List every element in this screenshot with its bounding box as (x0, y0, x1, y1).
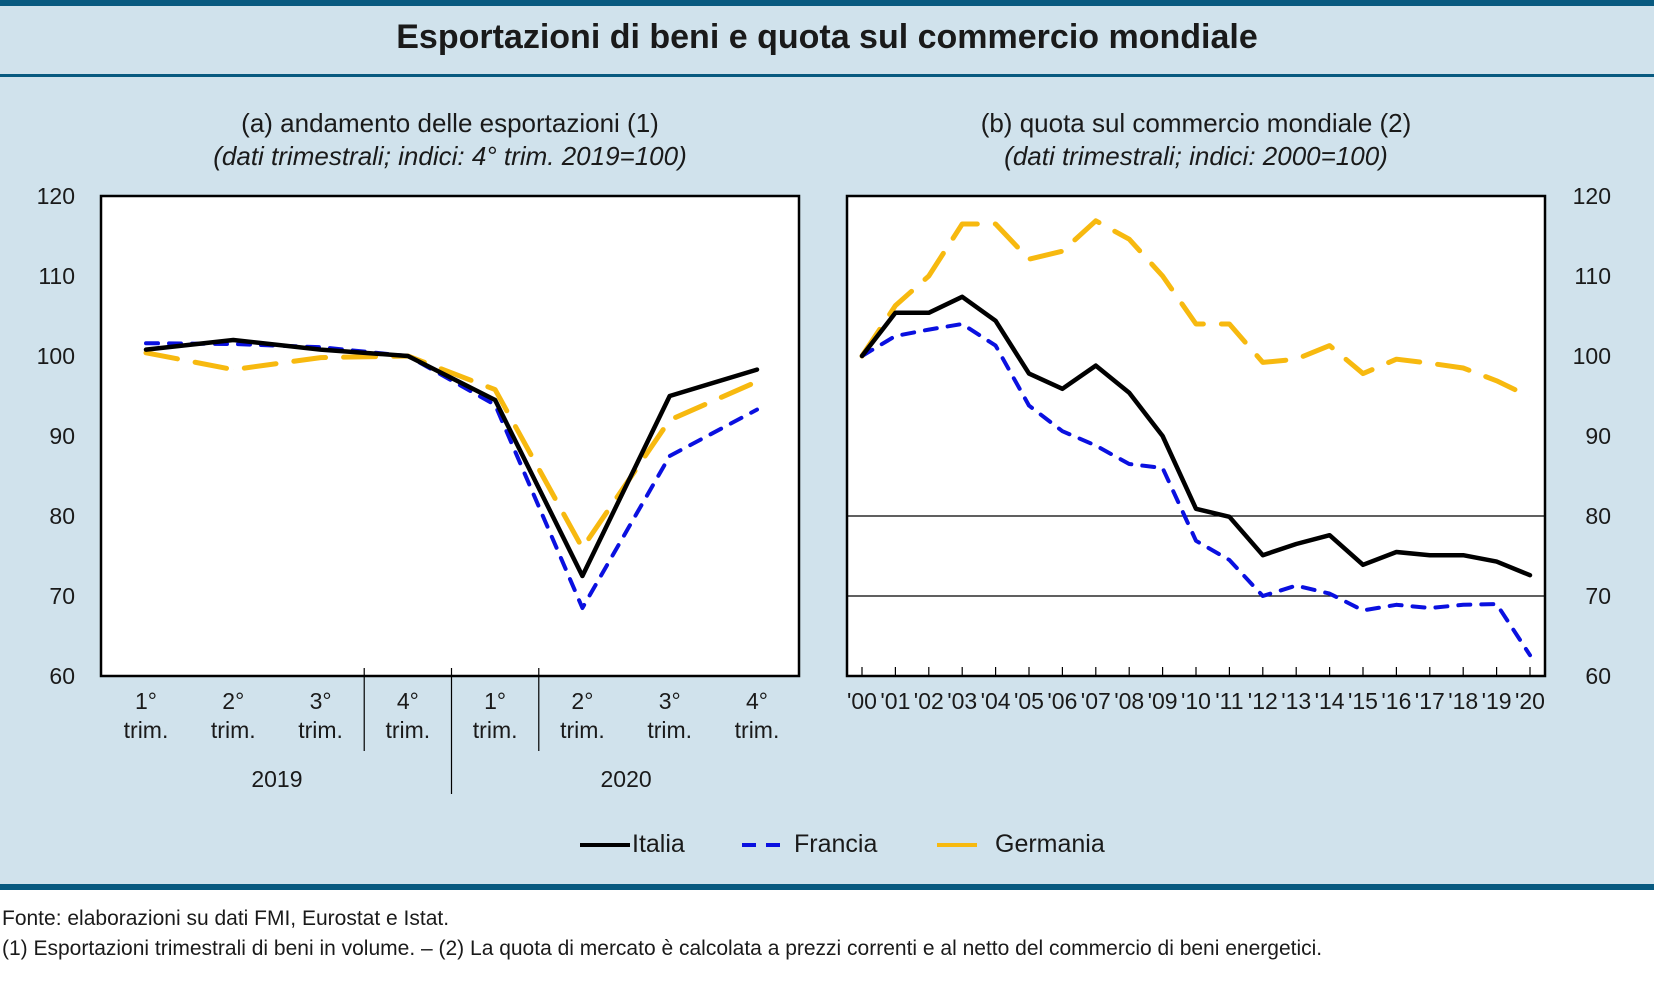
chart-a-frame (99, 194, 801, 678)
chart-b-ytick-label: 110 (1574, 263, 1611, 289)
chart-a-xtick-label: 1° (484, 688, 506, 714)
chart-b-xtick-label: '05 (1014, 688, 1044, 714)
footer: Fonte: elaborazioni su dati FMI, Eurosta… (2, 904, 1322, 964)
chart-b-xtick-label: '01 (880, 688, 910, 714)
chart-a-year-label: 2019 (251, 766, 302, 792)
chart-b-xtick-label: '04 (981, 688, 1011, 714)
chart-a-xtick-label: 2° (571, 688, 593, 714)
bottom-rule (0, 884, 1654, 890)
chart-a-xtick-label: 3° (310, 688, 332, 714)
chart-a-xtick-label: trim. (124, 717, 169, 743)
legend-label-italia: Italia (632, 830, 685, 858)
chart-a-xtick-label: trim. (473, 717, 518, 743)
chart-b-frame (845, 194, 1547, 678)
legend-label-francia: Francia (794, 830, 878, 858)
chart-a-xtick-label: trim. (385, 717, 430, 743)
chart-b-xtick-label: '16 (1381, 688, 1411, 714)
chart-b-xtick-label: '03 (947, 688, 977, 714)
chart-b-xtick-label: '08 (1114, 688, 1144, 714)
chart-a-ytick-label: 60 (49, 663, 75, 689)
chart-b-xtick-label: '12 (1248, 688, 1278, 714)
chart-a-ytick-label: 70 (49, 583, 75, 609)
chart-b-xtick-label: '11 (1215, 688, 1243, 714)
legend: Italia Francia Germania (0, 830, 1654, 866)
chart-a-xtick-label: trim. (560, 717, 605, 743)
chart-b-ytick-label: 70 (1585, 583, 1611, 609)
chart-b-xtick-label: '13 (1281, 688, 1311, 714)
title-rule (0, 74, 1654, 77)
chart-b-ytick-label: 80 (1585, 503, 1611, 529)
chart-b-xtick-label: '15 (1348, 688, 1378, 714)
chart-a-year-label: 2020 (600, 766, 651, 792)
legend-item-italia: Italia (578, 830, 685, 859)
chart-b-ytick-label: 60 (1585, 663, 1611, 689)
chart-b-ytick-label: 120 (1573, 183, 1611, 209)
chart-b-plot-area (847, 196, 1545, 676)
chart-b-xtick-label: '09 (1148, 688, 1178, 714)
legend-swatch-italia (580, 842, 630, 847)
chart-a-plot-area (101, 196, 799, 676)
chart-a-ytick-label: 120 (37, 183, 75, 209)
chart-b-ytick-label: 90 (1585, 423, 1611, 449)
top-rule (0, 0, 1654, 6)
chart-b-xtick-label: '02 (914, 688, 944, 714)
legend-swatch-francia (742, 842, 788, 847)
chart-a-xtick-label: 3° (659, 688, 681, 714)
chart-a-ytick-label: 100 (37, 343, 75, 369)
chart-b-xtick-label: '00 (847, 688, 877, 714)
chart-a-ytick-label: 90 (49, 423, 75, 449)
chart-a-ytick-label: 80 (49, 503, 75, 529)
chart-a-series-germania (143, 350, 760, 551)
chart-b-xtick-label: '17 (1415, 688, 1445, 714)
chart-a-heading: (a) andamento delle esportazioni (1) (da… (101, 107, 799, 173)
chart-b-xtick-label: '14 (1315, 688, 1345, 714)
chart-b-title: (b) quota sul commercio mondiale (2) (980, 108, 1412, 138)
chart-b-xtick-label: '18 (1448, 688, 1478, 714)
chart-b-heading: (b) quota sul commercio mondiale (2) (da… (847, 107, 1545, 173)
chart-b-xtick-label: '19 (1482, 688, 1512, 714)
footer-notes: (1) Esportazioni trimestrali di beni in … (2, 937, 1323, 960)
chart-a-subtitle: (dati trimestrali; indici: 4° trim. 2019… (213, 141, 687, 171)
legend-item-germania: Germania (935, 830, 1105, 859)
chart-a-title: (a) andamento delle esportazioni (1) (241, 108, 659, 138)
chart-a-xtick-label: 1° (135, 688, 157, 714)
chart-a-xtick-label: trim. (211, 717, 256, 743)
chart-a-xtick-label: 2° (222, 688, 244, 714)
footer-source: Fonte: elaborazioni su dati FMI, Eurosta… (2, 907, 450, 930)
legend-item-francia: Francia (740, 830, 877, 859)
chart-a-xtick-label: trim. (735, 717, 780, 743)
chart-b-ytick-label: 100 (1573, 343, 1611, 369)
chart-b-xtick-label: '07 (1081, 688, 1111, 714)
legend-swatch-germania (937, 842, 977, 847)
chart-a-xtick-label: 4° (397, 688, 419, 714)
charts-canvas: 60 70 80 90 100 110 120 1° trim. 2° trim. 3° trim. 4°… (37, 183, 1611, 794)
chart-a-series-italia (143, 337, 760, 579)
chart-b-subtitle: (dati trimestrali; indici: 2000=100) (1004, 141, 1388, 171)
chart-a-xtick-label: trim. (298, 717, 343, 743)
chart-b-xtick-label: '10 (1181, 688, 1211, 714)
main-title: Esportazioni di beni e quota sul commerc… (396, 18, 1258, 56)
chart-a-ytick-label: 110 (38, 263, 75, 289)
chart-a-xtick-label: trim. (647, 717, 692, 743)
chart-b-xtick-label: '20 (1515, 688, 1545, 714)
chart-b-xtick-label: '06 (1047, 688, 1077, 714)
legend-label-germania: Germania (995, 830, 1105, 858)
chart-a-xtick-label: 4° (746, 688, 768, 714)
